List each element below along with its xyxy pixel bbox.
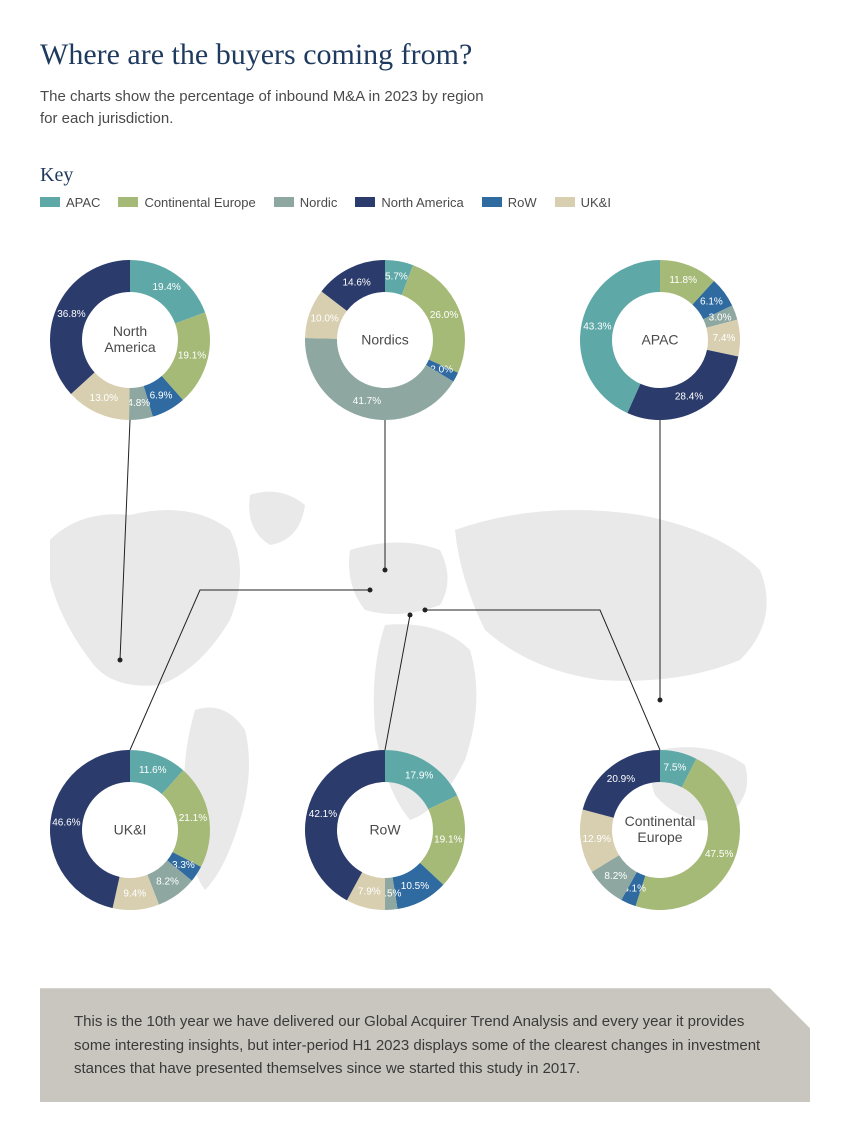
legend-swatch — [274, 197, 294, 207]
slice-label: 12.9% — [583, 833, 611, 844]
slice-label: 13.0% — [90, 393, 118, 404]
slice-label: 42.1% — [309, 808, 337, 819]
legend-item: APAC — [40, 195, 100, 210]
slice-label: 9.4% — [123, 888, 146, 899]
anchor-dot — [118, 657, 123, 662]
leader-line — [385, 615, 410, 750]
footnote-block: This is the 10th year we have delivered … — [40, 988, 810, 1102]
legend-item: RoW — [482, 195, 537, 210]
legend-list: APAC Continental Europe Nordic North Americ… — [40, 195, 810, 210]
slice-label: 7.9% — [358, 886, 381, 897]
leader-line — [425, 610, 660, 750]
slice-label: 46.6% — [52, 817, 80, 828]
legend-item: UK&I — [555, 195, 611, 210]
slice-label: 36.8% — [57, 308, 85, 319]
donut-chart-north-america: 19.4% 19.1% 6.9%4.8% 13.0% 36.8% North Americ… — [50, 260, 210, 420]
donut-center-label: Continental Europe — [625, 813, 696, 847]
legend-swatch — [355, 197, 375, 207]
legend-swatch — [40, 197, 60, 207]
legend-label: North America — [381, 195, 463, 210]
slice-label: 20.9% — [607, 773, 635, 784]
legend-swatch — [555, 197, 575, 207]
legend-item: Nordic — [274, 195, 338, 210]
slice-label: 41.7% — [353, 396, 381, 407]
slice-label: 43.3% — [583, 321, 611, 332]
slice-label: 4.8% — [127, 398, 150, 409]
donut-chart-uki: 11.6%21.1%3.3%8.2%9.4%46.6%UK&I — [50, 750, 210, 910]
legend-block: Key APAC Continental Europe Nordic North Am… — [40, 164, 810, 210]
slice-label: 7.4% — [713, 333, 736, 344]
slice-label: 47.5% — [705, 849, 733, 860]
donut-center-label: RoW — [369, 821, 400, 838]
donut-slice — [305, 337, 453, 419]
legend-swatch — [482, 197, 502, 207]
slice-label: 19.1% — [178, 350, 206, 361]
donut-center-label: North America — [104, 323, 155, 357]
footnote-text: This is the 10th year we have delivered … — [40, 988, 810, 1102]
slice-label: 14.6% — [342, 277, 370, 288]
slice-label: 6.1% — [700, 296, 723, 307]
donut-center-label: APAC — [641, 331, 678, 348]
anchor-dot — [658, 697, 663, 702]
legend-label: APAC — [66, 195, 100, 210]
anchor-dot — [423, 607, 428, 612]
legend-label: Nordic — [300, 195, 338, 210]
donut-center-label: UK&I — [114, 821, 147, 838]
slice-label: 5.7% — [385, 271, 408, 282]
slice-label: 17.9% — [405, 770, 433, 781]
slice-label: 10.5% — [401, 881, 429, 892]
page-subtitle: The charts show the percentage of inboun… — [40, 86, 810, 130]
donut-slice — [627, 349, 738, 419]
slice-label: 21.1% — [179, 813, 207, 824]
leader-line — [130, 590, 370, 750]
legend-item: Continental Europe — [118, 195, 255, 210]
donut-chart-nordics: 5.7%26.0%2.0%41.7%10.0%14.6%Nordics — [305, 260, 465, 420]
legend-label: UK&I — [581, 195, 611, 210]
anchor-dot — [408, 612, 413, 617]
slice-label: 10.0% — [310, 313, 338, 324]
slice-label: 11.8% — [669, 274, 697, 285]
slice-label: 28.4% — [675, 391, 703, 402]
slice-label: 11.6% — [139, 764, 167, 775]
slice-label: 19.4% — [152, 282, 180, 293]
legend-label: RoW — [508, 195, 537, 210]
chart-area: 19.4% 19.1% 6.9%4.8% 13.0% 36.8% North Americ… — [40, 230, 810, 990]
legend-swatch — [118, 197, 138, 207]
page-title: Where are the buyers coming from? — [40, 38, 810, 72]
slice-label: 8.2% — [156, 876, 179, 887]
donut-chart-cont-europe: 7.5%47.5%3.1%8.2%12.9%20.9%Continental E… — [580, 750, 740, 910]
legend-item: North America — [355, 195, 463, 210]
donut-chart-apac: 11.8%6.1% 3.0% 7.4% 28.4% 43.3% APAC — [580, 260, 740, 420]
donut-chart-row: 17.9%19.1%10.5%2.5%7.9%42.1%RoW — [305, 750, 465, 910]
slice-label: 19.1% — [434, 834, 462, 845]
slice-label: 7.5% — [664, 762, 687, 773]
slice-label: 6.9% — [150, 390, 173, 401]
leader-line — [120, 420, 130, 660]
legend-label: Continental Europe — [144, 195, 255, 210]
donut-center-label: Nordics — [361, 331, 408, 348]
slice-label: 26.0% — [430, 309, 458, 320]
anchor-dot — [368, 587, 373, 592]
anchor-dot — [383, 567, 388, 572]
legend-heading: Key — [40, 164, 810, 187]
slice-label: 8.2% — [604, 870, 627, 881]
slice-label: 3.0% — [709, 312, 732, 323]
